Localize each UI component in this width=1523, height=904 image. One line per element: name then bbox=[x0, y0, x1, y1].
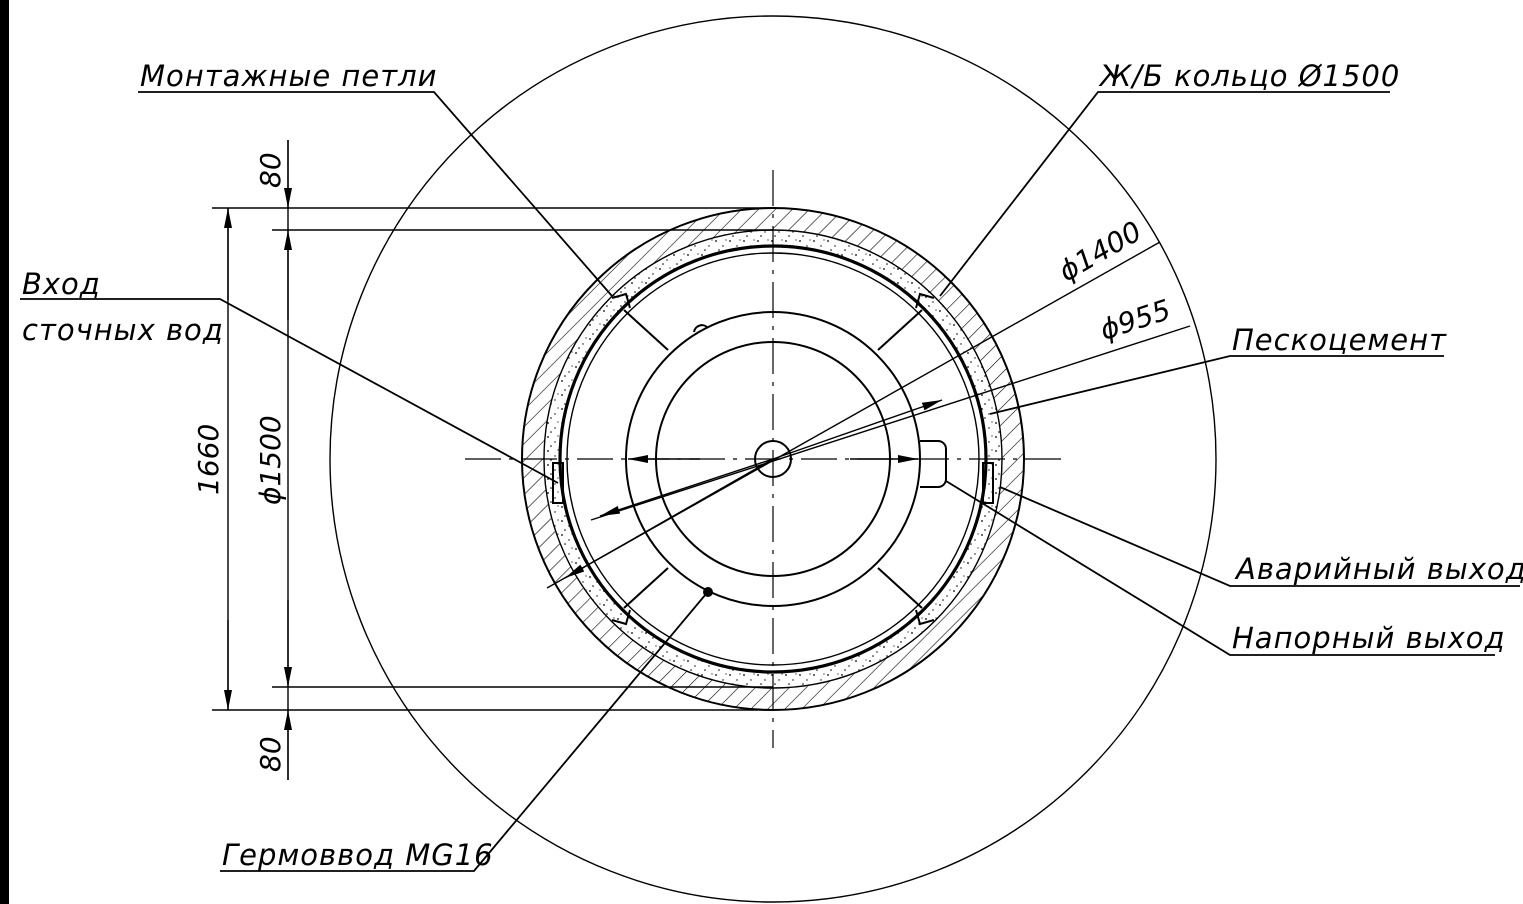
emergency-outlet-stub bbox=[982, 462, 994, 504]
top-fitting bbox=[693, 324, 709, 333]
dim-d1500: ϕ1500 bbox=[254, 415, 287, 505]
left-border bbox=[0, 0, 9, 904]
label-emergency-outlet: Аварийный выход bbox=[1234, 552, 1523, 586]
dim-d1400: ϕ1400 bbox=[1053, 215, 1147, 288]
mounting-loops bbox=[611, 292, 935, 626]
label-inlet-line1: Вход bbox=[22, 267, 101, 301]
inlet-pipe-stub bbox=[552, 462, 564, 504]
dim-bottom-80: 80 bbox=[254, 736, 287, 772]
vertical-dimensions bbox=[212, 140, 773, 780]
pressure-outlet-bump bbox=[920, 440, 947, 488]
dim-top-80: 80 bbox=[254, 152, 287, 188]
label-concrete-ring: Ж/Б кольцо Ø1500 bbox=[1098, 59, 1400, 93]
dim-1660: 1660 bbox=[192, 424, 225, 495]
label-mounting-loops: Монтажные петли bbox=[140, 59, 438, 93]
label-sand-cement: Пескоцемент bbox=[1232, 323, 1447, 357]
outer-contour-circle bbox=[329, 15, 1217, 903]
label-cable-gland: Гермоввод MG16 bbox=[222, 838, 494, 872]
dim-d955: ϕ955 bbox=[1096, 293, 1175, 347]
label-leaders bbox=[20, 91, 1520, 872]
label-inlet-line2: сточных вод bbox=[22, 313, 224, 347]
diameter-leaders bbox=[546, 241, 1191, 589]
label-pressure-outlet: Напорный выход bbox=[1232, 621, 1506, 655]
